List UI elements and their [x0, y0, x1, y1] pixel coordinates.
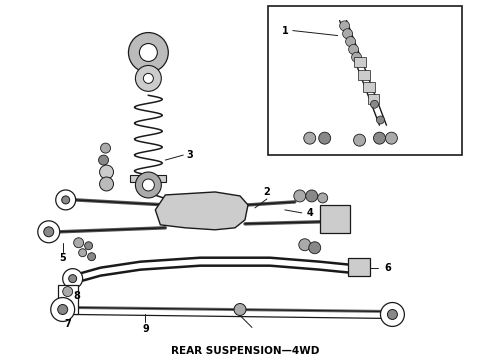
- Circle shape: [135, 172, 161, 198]
- Circle shape: [386, 132, 397, 144]
- Circle shape: [38, 221, 60, 243]
- Circle shape: [98, 155, 108, 165]
- Bar: [58, 285, 77, 315]
- Text: 8: 8: [73, 291, 80, 301]
- Circle shape: [69, 275, 76, 283]
- Circle shape: [318, 132, 331, 144]
- Circle shape: [63, 287, 73, 297]
- Circle shape: [309, 242, 321, 254]
- Circle shape: [376, 116, 385, 124]
- Circle shape: [370, 100, 378, 108]
- Circle shape: [99, 165, 114, 179]
- Text: REAR SUSPENSION—4WD: REAR SUSPENSION—4WD: [171, 346, 319, 356]
- Bar: [368, 94, 379, 104]
- Text: 9: 9: [142, 324, 149, 334]
- Text: 7: 7: [64, 319, 71, 329]
- Text: 2: 2: [264, 187, 270, 197]
- Circle shape: [58, 305, 68, 315]
- Circle shape: [318, 193, 328, 203]
- Circle shape: [143, 179, 154, 191]
- Circle shape: [373, 132, 386, 144]
- Bar: [268, 6, 462, 155]
- Circle shape: [85, 242, 93, 250]
- Bar: [130, 175, 166, 182]
- Circle shape: [348, 44, 359, 54]
- Circle shape: [99, 177, 114, 191]
- Bar: [319, 205, 349, 233]
- Text: 3: 3: [187, 150, 194, 160]
- Circle shape: [62, 196, 70, 204]
- Bar: [363, 82, 375, 92]
- Bar: [358, 70, 370, 80]
- Circle shape: [340, 21, 349, 31]
- Circle shape: [74, 238, 84, 248]
- Bar: [354, 58, 366, 67]
- Circle shape: [380, 302, 404, 327]
- Circle shape: [100, 143, 111, 153]
- Circle shape: [56, 190, 75, 210]
- Circle shape: [345, 37, 356, 46]
- Circle shape: [78, 249, 87, 257]
- Circle shape: [144, 73, 153, 84]
- Circle shape: [234, 303, 246, 315]
- Circle shape: [352, 52, 362, 62]
- Polygon shape: [155, 192, 248, 230]
- Circle shape: [354, 134, 366, 146]
- Circle shape: [140, 44, 157, 62]
- Text: 5: 5: [59, 253, 66, 263]
- Circle shape: [343, 29, 353, 39]
- Text: 4: 4: [306, 208, 313, 218]
- Circle shape: [388, 310, 397, 319]
- Circle shape: [304, 132, 316, 144]
- Circle shape: [306, 190, 318, 202]
- Circle shape: [51, 298, 74, 321]
- Circle shape: [128, 32, 168, 72]
- Bar: [347, 258, 369, 276]
- Text: 6: 6: [384, 263, 391, 273]
- Circle shape: [63, 269, 83, 289]
- Circle shape: [294, 190, 306, 202]
- Circle shape: [88, 253, 96, 261]
- Circle shape: [299, 239, 311, 251]
- Text: 1: 1: [281, 26, 288, 36]
- Circle shape: [63, 300, 73, 310]
- Circle shape: [135, 66, 161, 91]
- Circle shape: [44, 227, 54, 237]
